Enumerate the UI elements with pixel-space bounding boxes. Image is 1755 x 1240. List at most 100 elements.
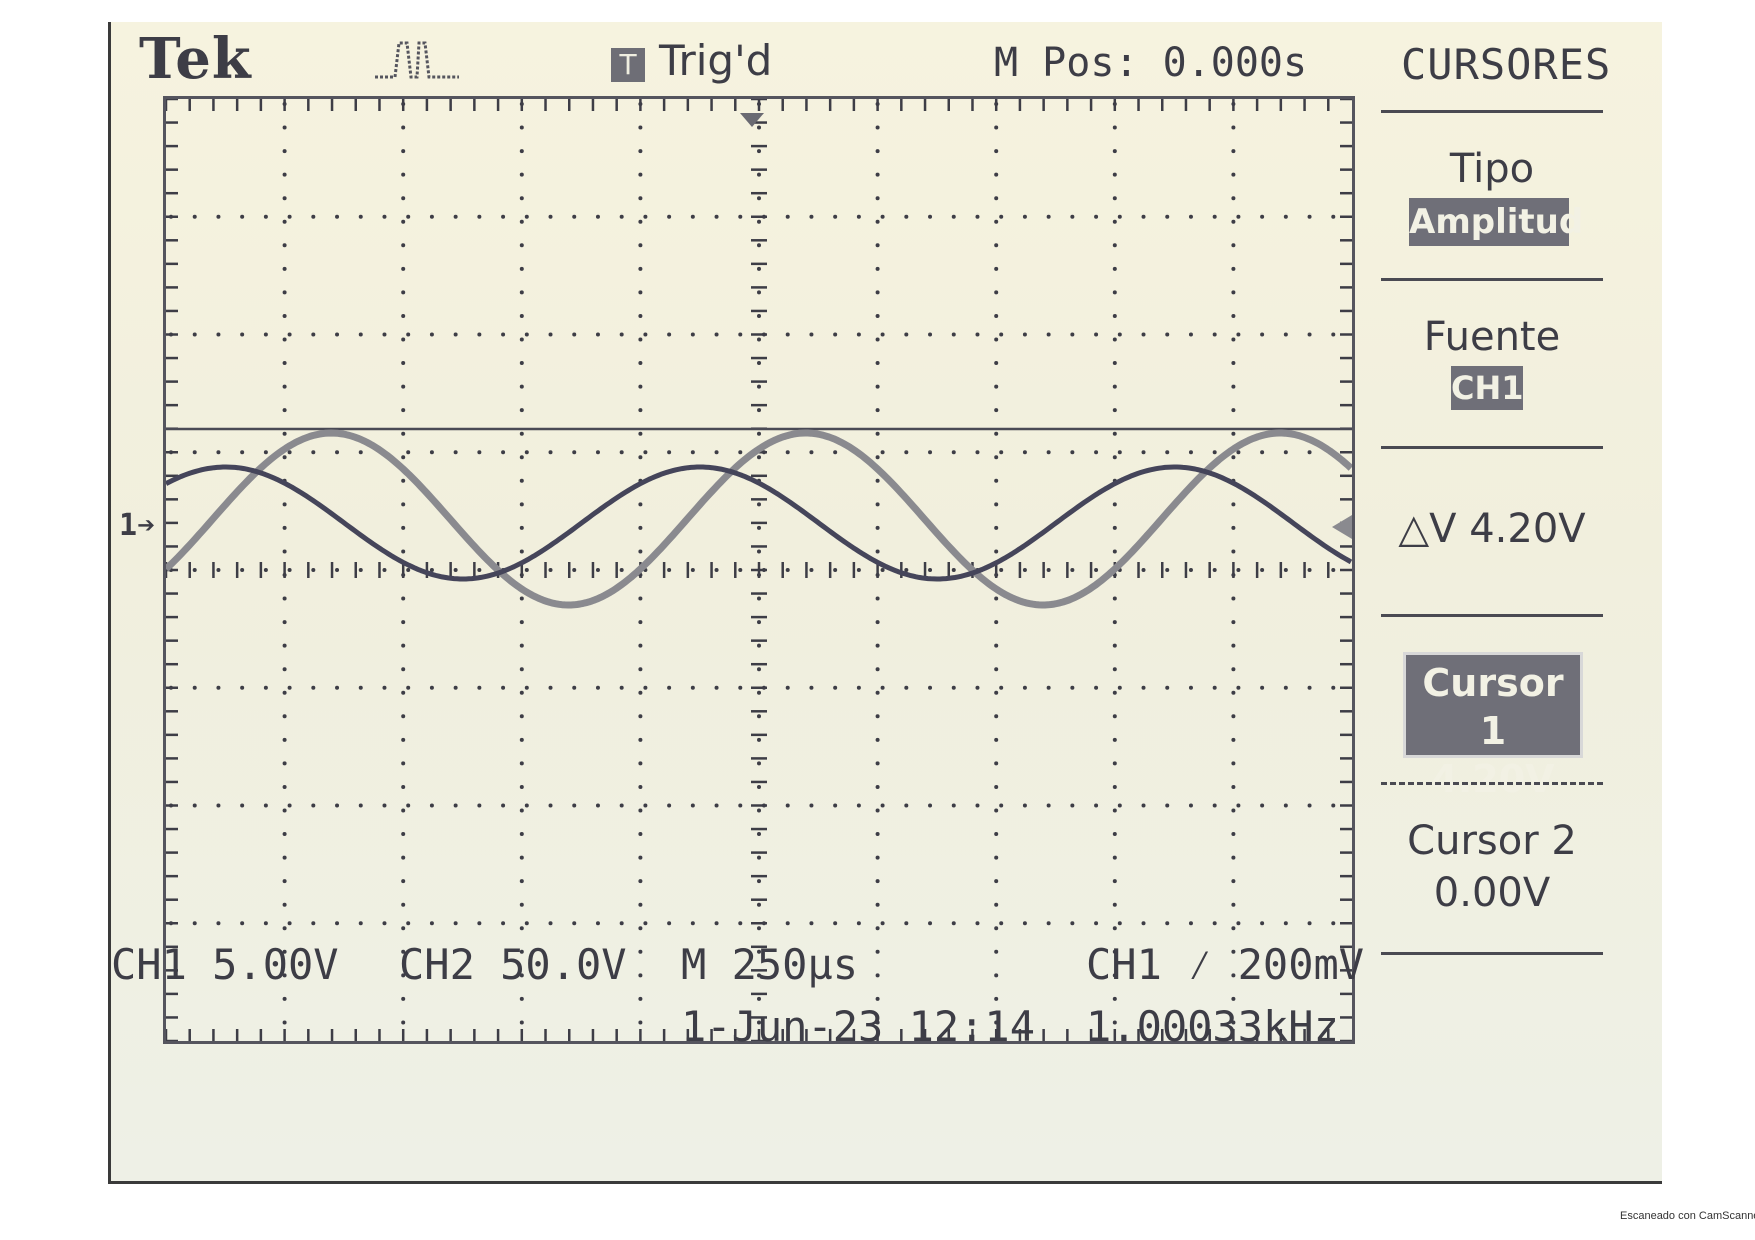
graticule-dot (429, 332, 434, 337)
graticule-dot (401, 690, 406, 695)
graticule-dot (401, 337, 406, 342)
graticule-dot (282, 737, 287, 742)
graticule-dot (619, 450, 624, 455)
graticule-dot (994, 714, 999, 719)
graticule-dot (1117, 685, 1122, 690)
graticule-dot (401, 902, 406, 907)
graticule-dot (335, 568, 340, 572)
graticule-dot (282, 549, 287, 554)
graticule-dot (757, 949, 761, 954)
graticule-dot (240, 568, 245, 572)
graticule-dot (401, 290, 406, 295)
graticule-dot (714, 214, 719, 219)
graticule-dot (833, 450, 838, 455)
cursor1-value: 4.20V (1431, 757, 1555, 801)
graticule-dot (994, 125, 999, 130)
graticule-dot (240, 214, 245, 219)
cursor1-button[interactable]: Cursor 1 4.20V (1403, 652, 1583, 801)
graticule-dot (714, 803, 719, 808)
graticule-dot (757, 172, 761, 177)
oscilloscope-screen: Tek T Trig'd M Pos: 0.000s CURSORES 1➔ T… (108, 22, 1662, 1184)
graticule-dot (1112, 761, 1117, 766)
graticule-dot (263, 332, 268, 337)
graticule-dot (856, 214, 861, 219)
graticule-dot (1331, 803, 1336, 808)
graticule-dot (1231, 926, 1236, 931)
graticule-dot (519, 1020, 524, 1025)
graticule-dot (1188, 214, 1193, 219)
graticule-dot (263, 450, 268, 455)
graticule-dot (875, 667, 880, 672)
graticule-dot (1141, 685, 1146, 690)
graticule-dot (282, 690, 287, 695)
graticule-dot (643, 685, 648, 690)
menu-divider (1381, 110, 1603, 113)
graticule-svg (166, 99, 1352, 1041)
graticule-dot (875, 855, 880, 860)
graticule-dot (282, 525, 287, 530)
graticule-dot (287, 450, 292, 455)
graticule-dot (1188, 685, 1193, 690)
graticule-dot (1112, 266, 1117, 271)
graticule-dot (757, 926, 761, 931)
menu-divider (1381, 614, 1603, 617)
graticule-dot (282, 902, 287, 907)
graticule-dot (1112, 525, 1117, 530)
graticule-dot (519, 620, 524, 625)
tipo-button[interactable]: Amplitud (1409, 198, 1583, 246)
graticule-dot (282, 172, 287, 177)
graticule-dot (875, 196, 880, 201)
graticule-dot (519, 313, 524, 318)
graticule-dot (1112, 855, 1117, 860)
graticule-dot (216, 803, 221, 808)
graticule-dot (263, 568, 268, 572)
graticule-dot (757, 855, 761, 860)
graticule-dot (994, 761, 999, 766)
graticule-dot (994, 337, 999, 342)
graticule-dot (401, 384, 406, 389)
graticule-dot (951, 568, 956, 572)
graticule-dot (595, 685, 600, 690)
graticule-dot (501, 450, 506, 455)
graticule-dot (904, 214, 909, 219)
graticule-dot (519, 172, 524, 177)
graticule-dot (875, 879, 880, 884)
graticule-dot (1022, 450, 1027, 455)
graticule-dot (757, 808, 761, 813)
graticule-dot (1165, 803, 1170, 808)
graticule-dot (951, 450, 956, 455)
cursor2-label[interactable]: Cursor 2 (1407, 818, 1577, 864)
graticule-dot (311, 685, 316, 690)
graticule-dot (638, 690, 643, 695)
graticule-dot (833, 568, 838, 572)
graticule-dot (994, 431, 999, 436)
graticule-dot (1260, 568, 1265, 572)
graticule-dot (1046, 450, 1051, 455)
graticule-dot (429, 450, 434, 455)
graticule-dot (358, 332, 363, 337)
graticule-dot (1212, 214, 1217, 219)
graticule-dot (880, 685, 885, 690)
graticule-dot (880, 332, 885, 337)
graticule-dot (951, 803, 956, 808)
graticule-dot (1112, 667, 1117, 672)
graticule-dot (757, 219, 761, 224)
fuente-button[interactable]: CH1 (1451, 366, 1524, 410)
graticule-dot (1165, 214, 1170, 219)
graticule-dot (282, 431, 287, 436)
graticule-dot (738, 332, 743, 337)
graticule-dot (638, 313, 643, 318)
graticule-dot (738, 921, 743, 926)
graticule-dot (1231, 808, 1236, 813)
graticule-dot (951, 921, 956, 926)
ch2-scale-readout: CH2 50.0V (399, 940, 627, 989)
graticule-dot (1231, 196, 1236, 201)
graticule-dot (263, 921, 268, 926)
graticule-dot (875, 714, 880, 719)
graticule-dot (833, 214, 838, 219)
graticule-dot (401, 973, 406, 978)
graticule-dot (1094, 921, 1099, 926)
graticule-dot (1212, 568, 1217, 572)
graticule-dot (738, 568, 743, 572)
graticule-dot (1112, 620, 1117, 625)
